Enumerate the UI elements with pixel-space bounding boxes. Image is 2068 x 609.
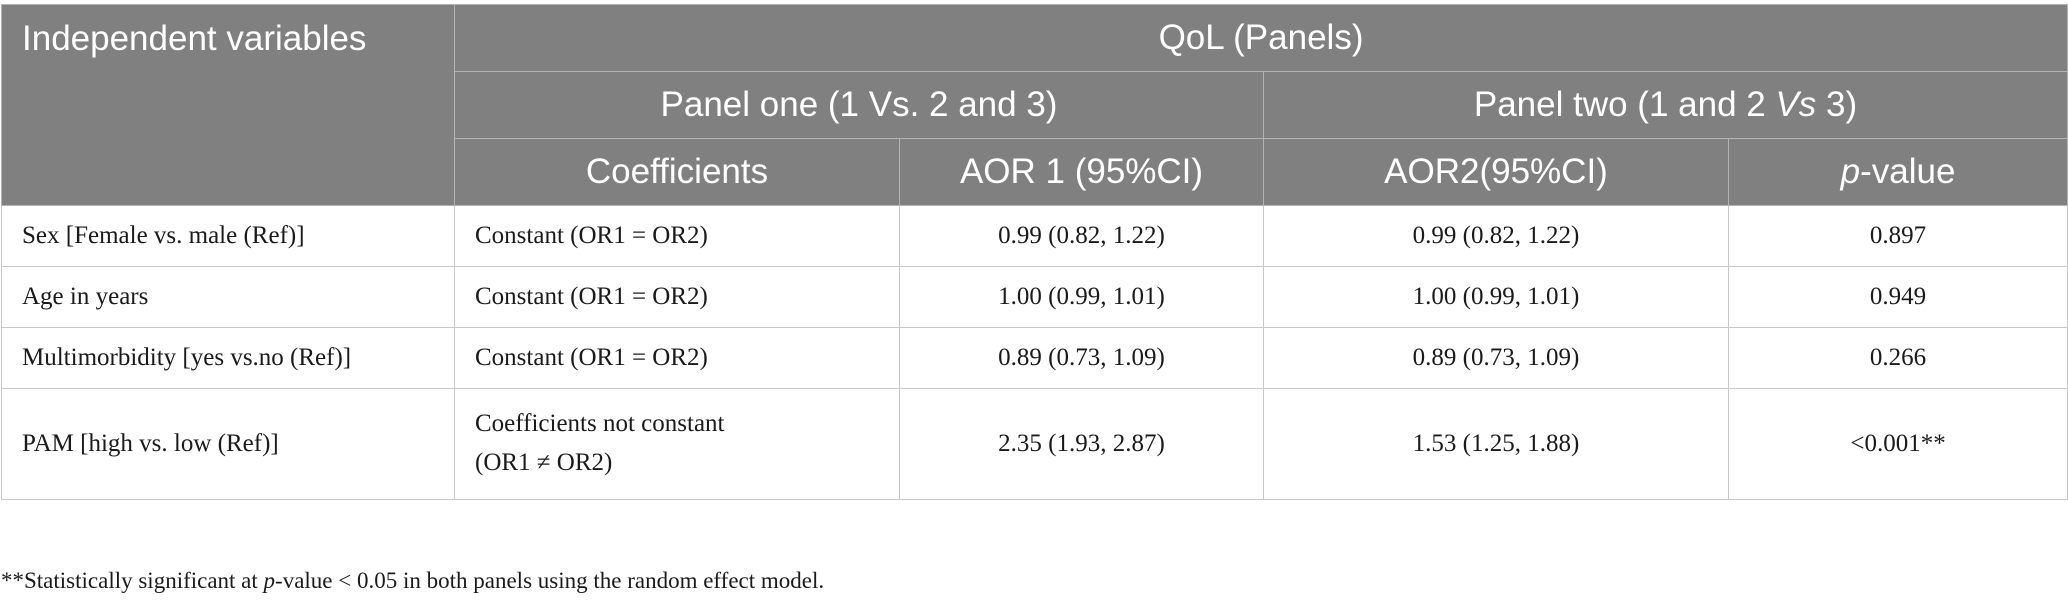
cell-p-value: 0.949 [1727,266,2068,328]
table-row: Sex [Female vs. male (Ref)] Constant (OR… [1,205,2068,267]
cell-coefficients: Coefficients not constant (OR1 ≠ OR2) [454,388,900,500]
header-qol-panels: QoL (Panels) [453,4,2068,72]
header-aor1: AOR 1 (95%CI) [899,138,1264,206]
footnote-pre: **Statistically significant at [1,568,264,593]
cell-coefficients-line1: Coefficients not constant [475,410,725,438]
footnote-post: -value < 0.05 in both panels using the r… [275,568,825,593]
cell-p-value: <0.001** [1727,388,2068,500]
table-row: PAM [high vs. low (Ref)] Coefficients no… [1,388,2068,500]
header-p-value: p-value [1727,138,2068,206]
cell-variable: Sex [Female vs. male (Ref)] [1,205,455,267]
cell-p-value: 0.897 [1727,205,2068,267]
cell-coefficients: Constant (OR1 = OR2) [454,266,900,328]
header-coefficients: Coefficients [454,138,900,206]
cell-aor1: 2.35 (1.93, 2.87) [899,388,1264,500]
table-row: Multimorbidity [yes vs.no (Ref)] Constan… [1,327,2068,389]
header-panel-two-post: 3) [1816,85,1858,124]
table-footnote: **Statistically significant at p-value <… [1,568,824,594]
cell-variable: PAM [high vs. low (Ref)] [1,388,455,500]
cell-coefficients: Constant (OR1 = OR2) [454,205,900,267]
cell-coefficients-line2: (OR1 ≠ OR2) [475,449,613,476]
cell-variable: Age in years [1,266,455,328]
cell-aor2: 0.99 (0.82, 1.22) [1263,205,1729,267]
cell-aor2: 1.00 (0.99, 1.01) [1263,266,1729,328]
cell-aor1: 0.89 (0.73, 1.09) [899,327,1264,389]
regression-table: Independent variables QoL (Panels) Panel… [1,4,2068,500]
header-p-italic: p [1840,152,1861,191]
header-independent-variables: Independent variables [1,4,455,206]
header-row-1: Independent variables QoL (Panels) [1,4,2068,206]
header-panel-two: Panel two (1 and 2 Vs 3) [1262,71,2068,139]
cell-coefficients: Constant (OR1 = OR2) [454,327,900,389]
footnote-italic: p [263,568,276,593]
header-aor2: AOR2(95%CI) [1263,138,1729,206]
cell-aor1: 0.99 (0.82, 1.22) [899,205,1264,267]
header-panel-two-pre: Panel two (1 and 2 [1473,85,1776,124]
header-p-rest: -value [1860,152,1956,191]
table-row: Age in years Constant (OR1 = OR2) 1.00 (… [1,266,2068,328]
cell-variable: Multimorbidity [yes vs.no (Ref)] [1,327,455,389]
cell-aor2: 0.89 (0.73, 1.09) [1263,327,1729,389]
header-panel-two-vs: Vs [1775,85,1817,124]
cell-aor1: 1.00 (0.99, 1.01) [899,266,1264,328]
cell-aor2: 1.53 (1.25, 1.88) [1263,388,1729,500]
header-row-3: Coefficients AOR 1 (95%CI) AOR2(95%CI) p… [2,138,2068,206]
cell-p-value: 0.266 [1727,327,2068,389]
header-row-2: Panel one (1 Vs. 2 and 3) Panel two (1 a… [2,71,2068,139]
header-panel-one: Panel one (1 Vs. 2 and 3) [454,71,1264,139]
